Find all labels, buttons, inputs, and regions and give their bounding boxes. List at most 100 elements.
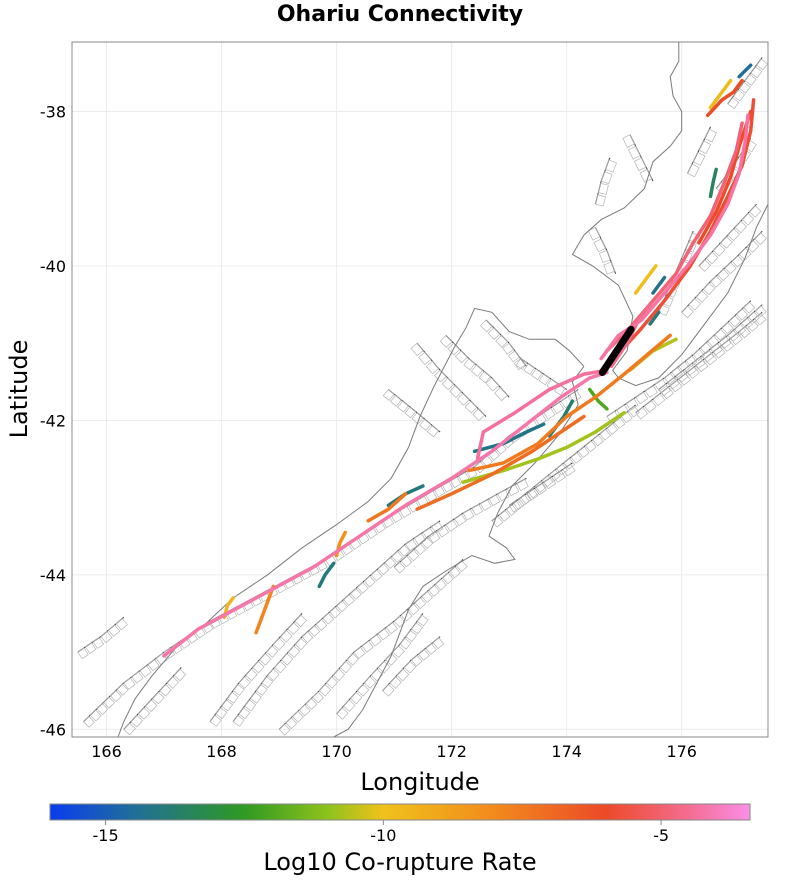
rupture-segment — [737, 63, 753, 79]
fault-dip-tick — [488, 494, 501, 507]
y-tick-label: -40 — [40, 257, 66, 276]
fault-dip-tick — [410, 342, 424, 357]
fault-dip-tick — [728, 315, 741, 328]
fault-dip-tick — [422, 527, 435, 540]
fault-dip-tick — [457, 392, 470, 406]
fault-dip-tick — [267, 668, 280, 682]
fault-dip-tick — [721, 321, 734, 335]
fault-dip-tick — [434, 369, 447, 383]
fault-dip-tick — [166, 676, 179, 689]
fault-dip-tick — [643, 400, 657, 413]
fault-dip-tick — [294, 637, 308, 651]
fault-dip-tick — [720, 236, 733, 249]
fault-dip-tick — [435, 578, 447, 591]
fault-dip-tick — [639, 168, 653, 183]
y-axis-label: Latitude — [5, 340, 33, 439]
fault-dip-tick — [658, 383, 671, 397]
fault-dip-tick — [644, 385, 658, 398]
rupture-segment — [633, 264, 658, 295]
fault-dip-tick — [107, 624, 121, 637]
fault-dip-tick — [396, 668, 410, 682]
fault-dip-tick — [89, 709, 102, 722]
fault-dip-tick — [543, 476, 557, 490]
target-fault-layer — [598, 325, 635, 376]
fault-dip-tick — [428, 584, 440, 597]
rupture-segment — [697, 109, 753, 245]
rupture-segment — [254, 584, 276, 635]
fault-dip-tick — [750, 66, 763, 79]
fault-dip-tick — [487, 327, 501, 340]
fault-dip-tick — [393, 615, 406, 628]
fault-dip-tick — [748, 205, 762, 218]
fault-dip-tick — [727, 97, 740, 110]
coastline-segment — [117, 307, 585, 737]
y-ticks: -38 -40 -42 -44 -46 — [40, 103, 66, 740]
fault-dip-tick — [410, 654, 423, 667]
fault-dip-tick — [163, 647, 176, 660]
fault-dip-tick — [421, 537, 434, 549]
fault-dip-tick — [407, 549, 420, 562]
fault-dip-tick — [562, 463, 576, 477]
rupture-segment — [475, 368, 609, 461]
fault-dip-tick — [534, 482, 547, 496]
fault-dip-tick — [625, 398, 639, 411]
y-tick-label: -44 — [40, 566, 66, 585]
fault-dip-tick — [463, 358, 476, 371]
fault-dip-tick — [747, 311, 760, 324]
fault-dip-tick — [318, 684, 332, 697]
fault-dip-tick — [743, 301, 756, 314]
fault-dip-tick — [272, 637, 286, 651]
fault-dip-tick — [363, 575, 376, 588]
fault-dip-tick — [259, 653, 272, 666]
fault-dip-tick — [139, 665, 152, 678]
fault-dip-tick — [734, 220, 747, 234]
x-ticks: 166 168 170 172 174 176 — [91, 742, 697, 761]
fault-dip-tick — [109, 690, 122, 703]
fault-dip-tick — [497, 489, 510, 502]
background-faults — [77, 57, 768, 736]
fault-dip-tick — [710, 343, 723, 356]
fault-dip-tick — [727, 330, 740, 342]
fault-dip-tick — [115, 618, 128, 631]
fault-dip-tick — [377, 563, 390, 576]
fault-dip-tick — [733, 89, 745, 102]
fault-dip-tick — [546, 378, 558, 391]
x-tick-label: 168 — [206, 742, 237, 761]
fault-dip-tick — [377, 628, 390, 641]
fault-dip-tick — [635, 406, 648, 420]
fault-dip-tick — [436, 525, 450, 538]
fault-dip-tick — [678, 373, 692, 386]
fault-dip-tick — [515, 358, 528, 370]
fault-dip-tick — [734, 323, 746, 336]
fault-dip-tick — [439, 334, 453, 348]
fault-dip-tick — [525, 488, 539, 501]
fault-dip-tick — [666, 376, 680, 390]
fault-dip-tick — [252, 660, 265, 674]
fault-dip-tick — [470, 364, 484, 377]
fault-dip-tick — [349, 587, 362, 600]
fault-dip-tick — [382, 684, 395, 697]
fault-dip-tick — [425, 643, 437, 655]
fault-dip-tick — [403, 660, 417, 674]
fault-dip-tick — [534, 480, 547, 493]
fault-dip-tick — [356, 581, 369, 594]
fault-dip-tick — [704, 128, 717, 143]
fault-dip-tick — [622, 134, 636, 148]
fault-dip-tick — [688, 297, 701, 311]
fault-dip-tick — [411, 412, 424, 425]
fault-dip-tick — [238, 676, 251, 689]
fault-dip-tick — [710, 275, 723, 288]
fault-dip-tick — [370, 668, 384, 682]
fault-dip-tick — [77, 647, 89, 660]
fault-dip-tick — [543, 407, 556, 420]
fault-dip-tick — [754, 313, 767, 326]
fault-dip-tick — [738, 247, 752, 261]
fault-dip-tick — [123, 722, 136, 736]
coastline-segment — [333, 366, 585, 737]
fault-dip-tick — [278, 723, 291, 736]
fault-dip-tick — [312, 691, 324, 704]
fault-dip-tick — [554, 383, 566, 396]
fault-dip-tick — [495, 334, 509, 348]
fault-dip-tick — [391, 550, 404, 563]
fault-dip-tick — [628, 145, 641, 160]
